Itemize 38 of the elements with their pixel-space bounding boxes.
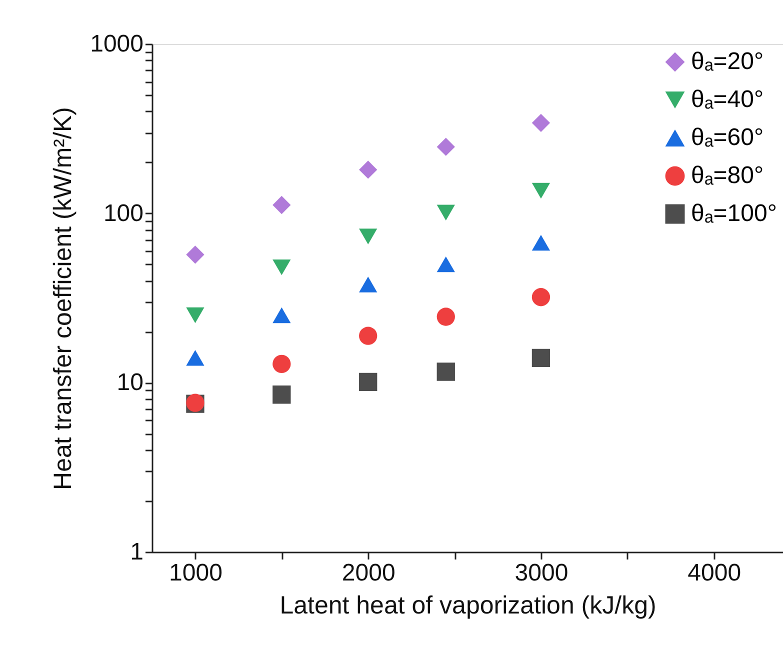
point: [186, 307, 204, 324]
point: [359, 326, 378, 345]
point: [359, 372, 378, 392]
point: [272, 259, 291, 276]
point: [359, 228, 378, 244]
y-tick-label: 100: [103, 200, 144, 227]
point: [436, 204, 455, 220]
y-tick-label: 1000: [90, 30, 144, 58]
point: [359, 160, 378, 179]
point: [436, 308, 455, 326]
x-tick-label: 1000: [169, 560, 222, 586]
x-axis-title: Latent heat of vaporization (kJ/kg): [280, 592, 656, 620]
point: [272, 307, 291, 324]
legend-label: θₐ=20°: [691, 48, 764, 75]
point: [359, 276, 378, 292]
point: [436, 362, 455, 381]
point: [532, 182, 550, 199]
legend-label: θₐ=80°: [691, 162, 764, 189]
point: [532, 114, 550, 132]
point: [186, 350, 204, 366]
legend-label: θₐ=40°: [691, 86, 764, 113]
point: [272, 354, 291, 374]
point: [532, 234, 550, 251]
point: [186, 246, 204, 264]
point: [532, 348, 550, 368]
x-tick-label: 3000: [514, 560, 568, 586]
x-tick-label: 4000: [688, 560, 742, 586]
x-tick-label: 2000: [342, 560, 396, 586]
legend-label: θₐ=100°: [691, 200, 777, 227]
point: [436, 138, 455, 156]
point: [532, 288, 550, 306]
legend-label: θₐ=60°: [691, 124, 764, 151]
point: [436, 256, 455, 272]
point: [272, 196, 291, 214]
y-tick-label: 10: [116, 369, 144, 396]
y-axis-title: Heat transfer coefficient (kW/m²/K): [49, 107, 78, 490]
y-tick-label: 1: [130, 538, 144, 566]
point: [272, 386, 291, 404]
